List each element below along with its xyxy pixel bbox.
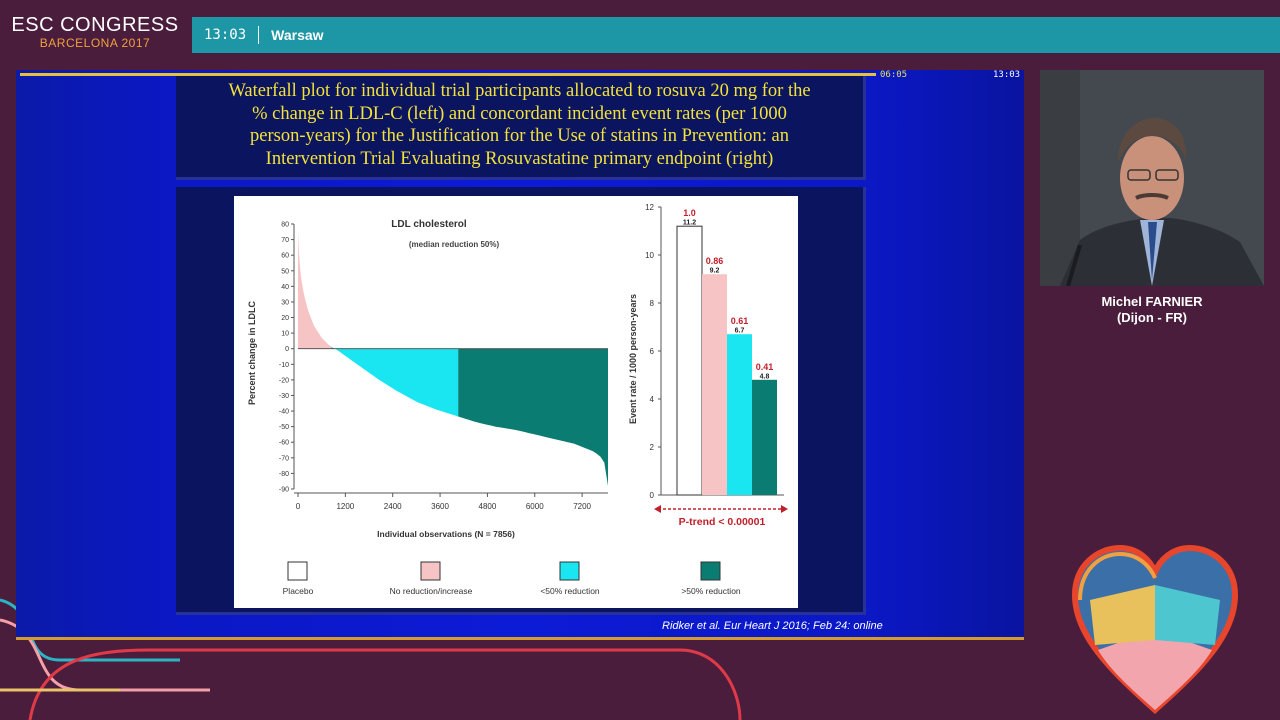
bar — [752, 379, 777, 495]
logo-title: ESC CONGRESS — [11, 14, 179, 36]
bar-y-tick-label: 6 — [650, 347, 655, 356]
waterfall-x-label: Individual observations (N = 7856) — [377, 529, 515, 539]
legend-label: >50% reduction — [681, 586, 741, 596]
bar-ratio-label: 0.86 — [706, 256, 724, 266]
speaker-affiliation: (Dijon - FR) — [1116, 310, 1188, 325]
waterfall-title: LDL cholesterol — [391, 219, 467, 230]
waterfall-segment — [331, 346, 459, 417]
bar — [676, 225, 703, 496]
waterfall-y-tick-label: 10 — [281, 331, 289, 338]
bar-y-tick-label: 2 — [650, 443, 655, 452]
bar — [702, 274, 727, 495]
waterfall-y-tick-label: 70 — [281, 237, 289, 244]
waterfall-y-tick-label: 50 — [281, 268, 289, 275]
waterfall-segment — [298, 231, 332, 349]
separator — [258, 26, 260, 44]
title-line: % change in LDL-C (left) and concordant … — [252, 103, 787, 124]
title-line: Waterfall plot for individual trial part… — [228, 81, 811, 101]
speaker-caption: Michel FARNIER (Dijon - FR) — [1040, 294, 1264, 326]
elapsed-time: 06:05 — [880, 70, 908, 80]
waterfall-y-tick-label: -10 — [279, 362, 289, 369]
speaker-name: Michel FARNIER — [1101, 294, 1203, 309]
logo-subtitle: BARCELONA 2017 — [39, 36, 151, 50]
bar — [727, 334, 752, 495]
legend-swatch — [287, 561, 308, 581]
session-info-bar: 13:03 Warsaw — [192, 17, 1280, 53]
waterfall-y-tick-label: -60 — [279, 440, 289, 447]
waterfall-y-label: Percent change in LDLC — [247, 300, 257, 405]
esc-congress-logo: ESC CONGRESS BARCELONA 2017 — [0, 14, 190, 56]
title-line: Intervention Trial Evaluating Rosuvastat… — [265, 148, 774, 169]
speaker-silhouette — [1040, 70, 1264, 286]
legend-swatch — [700, 561, 721, 581]
slide-frame: 06:05 13:03 Waterfall plot for individua… — [16, 70, 1024, 640]
slide-title: Waterfall plot for individual trial part… — [176, 76, 866, 180]
slide-progress-line — [20, 73, 876, 76]
room-name: Warsaw — [271, 27, 324, 43]
title-line: person-years) for the Justification for … — [250, 126, 789, 146]
p-trend-label: P-trend < 0.00001 — [679, 516, 766, 528]
waterfall-y-tick-label: 20 — [281, 315, 289, 322]
heart-logo — [1071, 544, 1239, 715]
waterfall-y-tick-label: -50 — [279, 424, 289, 431]
bar-y-tick-label: 12 — [645, 203, 654, 212]
bar-value-label: 4.8 — [760, 373, 770, 380]
waterfall-y-tick-label: 30 — [281, 299, 289, 306]
chart-figure: 80 70 60 50 40 30 20 10 0 -10 -20 -30 -40 -50 -60 -70 -8… — [234, 196, 798, 608]
citation: Ridker et al. Eur Heart J 2016; Feb 24: … — [662, 620, 883, 632]
waterfall-y-tick-label: 80 — [281, 222, 289, 229]
clock-time: 13:03 — [993, 70, 1021, 80]
legend-label: <50% reduction — [540, 586, 600, 596]
waterfall-segment — [458, 348, 608, 486]
waterfall-y-tick-label: 0 — [285, 346, 289, 353]
waterfall-x-tick-label: 4800 — [479, 502, 497, 511]
bar-ratio-label: 0.61 — [731, 316, 749, 326]
waterfall-x-tick-label: 3600 — [431, 502, 449, 511]
waterfall-y-tick-label: -40 — [279, 409, 289, 416]
waterfall-x-tick-label: 6000 — [526, 502, 544, 511]
waterfall-y-tick-label: -80 — [279, 471, 289, 478]
bar-value-label: 9.2 — [710, 268, 720, 275]
bar-y-label: Event rate / 1000 person-years — [628, 294, 638, 424]
chart-panel: 80 70 60 50 40 30 20 10 0 -10 -20 -30 -40 -50 -60 -70 -8… — [176, 187, 866, 615]
waterfall-x-tick-label: 1200 — [336, 502, 354, 511]
bar-value-label: 11.2 — [683, 220, 696, 227]
waterfall-y-tick-label: 40 — [281, 284, 289, 291]
waterfall-y-tick-label: -30 — [279, 393, 289, 400]
waterfall-y-tick-label: -90 — [279, 487, 289, 494]
bar-y-tick-label: 0 — [650, 491, 655, 500]
waterfall-y-tick-label: 60 — [281, 253, 289, 260]
waterfall-x-tick-label: 0 — [296, 502, 301, 511]
bar-value-label: 6.7 — [735, 328, 745, 335]
session-time: 13:03 — [204, 27, 247, 43]
p-trend-arrowhead-left — [654, 505, 661, 513]
bar-y-tick-label: 8 — [650, 299, 655, 308]
legend-label: Placebo — [283, 586, 314, 596]
bar-ratio-label: 1.0 — [683, 208, 696, 218]
bar-ratio-label: 0.41 — [756, 362, 774, 372]
waterfall-subtitle: (median reduction 50%) — [409, 240, 500, 249]
waterfall-y-tick-label: -20 — [279, 377, 289, 384]
legend-swatch — [559, 561, 580, 581]
figure-svg: 80706050403020100-10-20-30-40-50-60-70-8… — [247, 203, 788, 596]
speaker-video — [1040, 70, 1264, 286]
legend-label: No reduction/increase — [390, 586, 473, 596]
legend-swatch — [420, 561, 441, 581]
waterfall-y-tick-label: -70 — [279, 455, 289, 462]
bar-y-tick-label: 10 — [645, 251, 654, 260]
bar-y-tick-label: 4 — [650, 395, 655, 404]
waterfall-x-tick-label: 7200 — [573, 502, 591, 511]
waterfall-x-tick-label: 2400 — [384, 502, 402, 511]
p-trend-arrowhead-right — [781, 505, 788, 513]
